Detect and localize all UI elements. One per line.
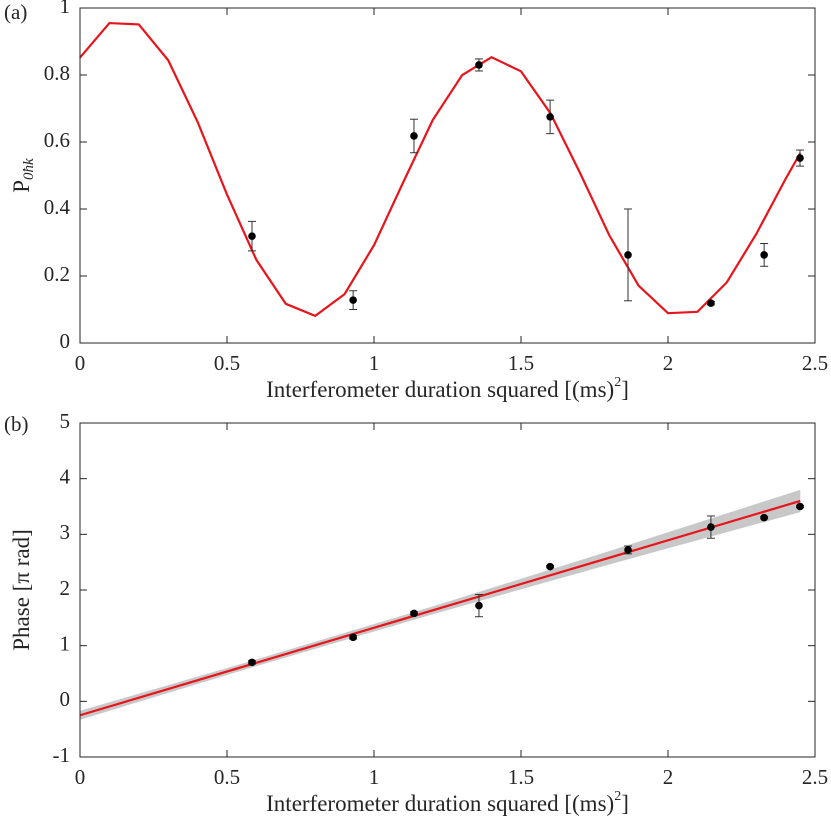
x-tick-label: 1 xyxy=(369,351,380,375)
x-tick-label: 0.5 xyxy=(214,351,240,375)
y-tick-label: 5 xyxy=(60,409,71,433)
data-point xyxy=(475,61,483,69)
y-tick-label: 1 xyxy=(60,0,71,18)
data-point xyxy=(349,296,357,304)
panel-label: (a) xyxy=(4,0,27,24)
x-tick-label: 1.5 xyxy=(508,765,534,789)
x-axis-label-sup: 2 xyxy=(614,789,621,804)
y-tick-label: 0.4 xyxy=(44,195,71,219)
y-axis-label-text: P xyxy=(9,180,34,193)
data-point xyxy=(248,658,256,667)
data-point xyxy=(410,132,418,140)
y-tick-label: 3 xyxy=(60,520,71,544)
y-tick-label: 4 xyxy=(60,464,71,488)
x-axis-label-tail: ] xyxy=(621,377,629,402)
data-point xyxy=(624,251,632,259)
x-tick-label: 0 xyxy=(75,765,86,789)
y-tick-label: 2 xyxy=(60,576,71,600)
fit-curve xyxy=(79,21,802,318)
x-tick-label: 0 xyxy=(75,351,86,375)
data-point xyxy=(707,299,715,307)
data-point xyxy=(760,251,768,259)
data-point xyxy=(546,113,554,121)
x-tick-label: 2.5 xyxy=(802,765,828,789)
x-tick-label: 1 xyxy=(369,765,380,789)
data-point xyxy=(796,502,804,511)
x-tick-label: 0.5 xyxy=(214,765,240,789)
fit-curve xyxy=(79,499,801,717)
y-tick-label: 0 xyxy=(60,329,71,353)
data-point xyxy=(707,523,715,531)
x-axis-label-tail: ] xyxy=(621,791,629,816)
y-axis-label-text: Phase [π rad] xyxy=(9,529,34,650)
y-tick-label: 0 xyxy=(60,687,71,711)
x-axis-label: Interferometer duration squared [(ms)2] xyxy=(266,375,629,402)
x-tick-label: 2 xyxy=(663,765,674,789)
data-point xyxy=(796,154,804,162)
data-point xyxy=(546,562,554,571)
x-axis-label-text: Interferometer duration squared [(ms) xyxy=(266,791,614,816)
x-tick-label: 2 xyxy=(663,351,674,375)
y-tick-label: 0.2 xyxy=(44,262,70,286)
x-axis-label: Interferometer duration squared [(ms)2] xyxy=(266,789,629,816)
y-tick-label: -1 xyxy=(53,743,71,767)
panel-label: (b) xyxy=(4,412,29,436)
y-tick-label: 0.8 xyxy=(44,61,70,85)
x-axis-label-text: Interferometer duration squared [(ms) xyxy=(266,377,614,402)
data-point xyxy=(475,601,483,610)
x-tick-label: 2.5 xyxy=(802,351,828,375)
data-point xyxy=(624,546,632,554)
data-point xyxy=(410,609,418,618)
panel: 0 0.5 1 1.5 2 2.5 0 0.2 0.4 0.6 0.8 1 (a) Interferome… xyxy=(4,0,828,402)
axes-frame xyxy=(79,7,816,344)
y-axis-label: Phase [π rad] xyxy=(9,529,34,650)
data-point xyxy=(760,513,768,522)
y-axis-label-sub: 0ħk xyxy=(21,158,37,180)
x-axis-label-sup: 2 xyxy=(614,375,621,390)
y-tick-label: 0.6 xyxy=(44,128,70,152)
x-tick-label: 1.5 xyxy=(508,351,534,375)
y-axis-label: P0ħk xyxy=(9,158,37,193)
y-tick-label: 1 xyxy=(60,631,71,655)
axes-frame xyxy=(79,422,816,758)
data-point xyxy=(349,633,357,642)
confidence-band xyxy=(80,489,801,720)
data-point xyxy=(248,232,256,240)
